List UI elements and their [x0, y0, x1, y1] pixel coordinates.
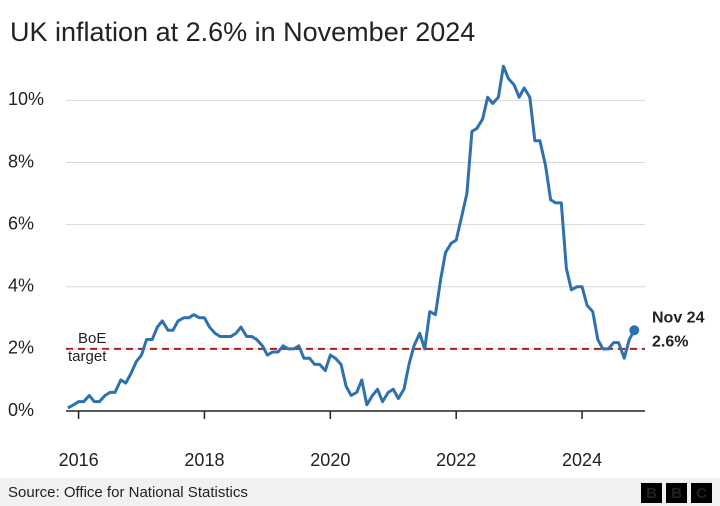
- y-tick-label: 2%: [8, 338, 34, 358]
- line: [67, 64, 636, 410]
- x-tick-label: 2020: [310, 450, 350, 470]
- x-tick-label: 2016: [59, 450, 99, 470]
- x-tick-label: 2024: [562, 450, 602, 470]
- logo-block: [641, 483, 662, 503]
- logo-letter: C: [696, 485, 707, 502]
- y-tick-label: 6%: [8, 213, 34, 233]
- logo-block: [691, 483, 712, 503]
- y-tick-label: 4%: [8, 276, 34, 296]
- source: Source: Office for National Statistics: [8, 484, 248, 501]
- logo-letter: B: [671, 485, 682, 502]
- end-value-label: 2.6%: [652, 333, 688, 350]
- logo-letter: B: [646, 485, 657, 502]
- target-label: BoE: [78, 330, 106, 347]
- y-tick-label: 8%: [8, 151, 34, 171]
- x-tick-label: 2022: [436, 450, 476, 470]
- y-tick-label: 10%: [8, 89, 44, 109]
- logo-block: [666, 483, 687, 503]
- y-tick-label: 0%: [8, 400, 34, 420]
- end-annotation: Nov 24: [652, 309, 705, 326]
- chart-title: UK inflation at 2.6% in November 2024: [10, 17, 475, 47]
- x-tick-label: 2018: [184, 450, 224, 470]
- end-marker: [629, 325, 640, 336]
- footer: [0, 478, 720, 506]
- target-label: target: [68, 348, 107, 365]
